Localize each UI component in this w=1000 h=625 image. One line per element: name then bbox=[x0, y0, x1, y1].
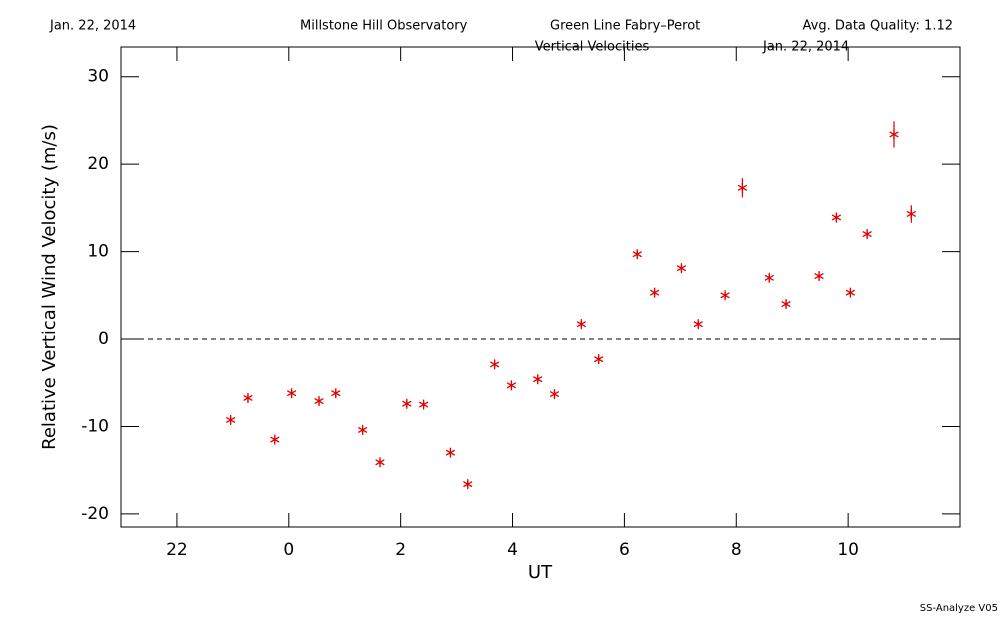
marker-stroke bbox=[831, 214, 842, 221]
footer: SS-Analyze V05 bbox=[920, 603, 998, 614]
marker-stroke bbox=[418, 401, 429, 408]
y-tick-label: -10 bbox=[81, 416, 109, 436]
marker-stroke bbox=[845, 289, 856, 296]
marker bbox=[862, 229, 872, 240]
marker bbox=[781, 299, 791, 310]
x-tick-label: 8 bbox=[731, 540, 742, 560]
marker-stroke bbox=[243, 394, 253, 402]
marker-stroke bbox=[331, 390, 341, 397]
marker-stroke bbox=[649, 289, 660, 296]
header-instrument: Green Line Fabry–Perot bbox=[550, 19, 700, 34]
marker bbox=[693, 319, 703, 330]
marker-stroke bbox=[314, 398, 324, 405]
marker bbox=[906, 208, 917, 219]
marker-stroke bbox=[632, 251, 642, 258]
x-tick-label: 10 bbox=[837, 540, 859, 560]
marker-stroke bbox=[489, 361, 500, 368]
marker-stroke bbox=[533, 376, 543, 383]
marker-stroke bbox=[764, 274, 774, 281]
marker bbox=[845, 287, 856, 298]
header-quality: Avg. Data Quality: 1.12 bbox=[803, 19, 953, 34]
marker bbox=[814, 271, 824, 282]
x-tick-label: 4 bbox=[507, 540, 518, 560]
marker bbox=[314, 396, 324, 407]
marker bbox=[720, 290, 730, 301]
marker-stroke bbox=[720, 292, 730, 299]
marker-stroke bbox=[463, 481, 473, 488]
marker-stroke bbox=[781, 300, 791, 308]
marker-stroke bbox=[862, 231, 872, 238]
marker bbox=[593, 354, 604, 365]
marker-stroke bbox=[506, 382, 517, 389]
marker bbox=[331, 388, 341, 399]
marker bbox=[286, 388, 297, 399]
marker-stroke bbox=[549, 391, 560, 398]
plot-frame bbox=[120, 46, 961, 528]
marker bbox=[889, 129, 899, 140]
marker-stroke bbox=[676, 265, 687, 272]
marker bbox=[737, 182, 748, 193]
marker-stroke bbox=[737, 184, 748, 191]
marker-stroke bbox=[375, 459, 385, 466]
y-tick-label: 0 bbox=[98, 329, 109, 349]
marker bbox=[549, 389, 560, 400]
header-observatory: Millstone Hill Observatory bbox=[300, 19, 468, 34]
x-tick-label: 2 bbox=[395, 540, 406, 560]
marker-stroke bbox=[225, 416, 236, 424]
y-tick-label: 20 bbox=[87, 154, 109, 174]
x-tick-label: 22 bbox=[166, 540, 188, 560]
x-axis-label: UT bbox=[528, 562, 553, 583]
marker-stroke bbox=[286, 390, 297, 397]
marker bbox=[402, 398, 412, 409]
marker bbox=[243, 392, 253, 403]
marker bbox=[676, 263, 687, 274]
marker-stroke bbox=[593, 356, 604, 363]
x-tick-label: 6 bbox=[619, 540, 630, 560]
marker bbox=[576, 319, 587, 330]
marker-stroke bbox=[402, 400, 412, 407]
y-tick-label: 10 bbox=[87, 242, 109, 262]
marker bbox=[375, 457, 385, 468]
marker bbox=[506, 380, 517, 391]
marker bbox=[831, 212, 842, 223]
marker-stroke bbox=[357, 426, 368, 434]
y-tick-label: 30 bbox=[87, 67, 109, 87]
x-tick-label: 0 bbox=[283, 540, 294, 560]
y-tick-label: -20 bbox=[81, 504, 109, 524]
marker bbox=[533, 374, 543, 385]
marker-stroke bbox=[270, 436, 280, 443]
marker-stroke bbox=[576, 321, 587, 328]
marker bbox=[463, 479, 473, 490]
marker bbox=[225, 414, 236, 425]
marker bbox=[357, 424, 368, 435]
marker-stroke bbox=[693, 321, 703, 328]
y-axis-label: Relative Vertical Wind Velocity (m/s) bbox=[39, 124, 60, 450]
marker-stroke bbox=[906, 210, 917, 218]
marker-stroke bbox=[445, 449, 456, 456]
marker-stroke bbox=[814, 273, 824, 280]
marker bbox=[489, 359, 500, 370]
marker bbox=[445, 447, 456, 458]
marker-stroke bbox=[889, 131, 899, 138]
header-date: Jan. 22, 2014 bbox=[49, 19, 136, 34]
marker bbox=[632, 249, 642, 260]
marker bbox=[764, 272, 774, 283]
marker bbox=[270, 434, 280, 445]
marker bbox=[649, 287, 660, 298]
marker bbox=[418, 399, 429, 410]
